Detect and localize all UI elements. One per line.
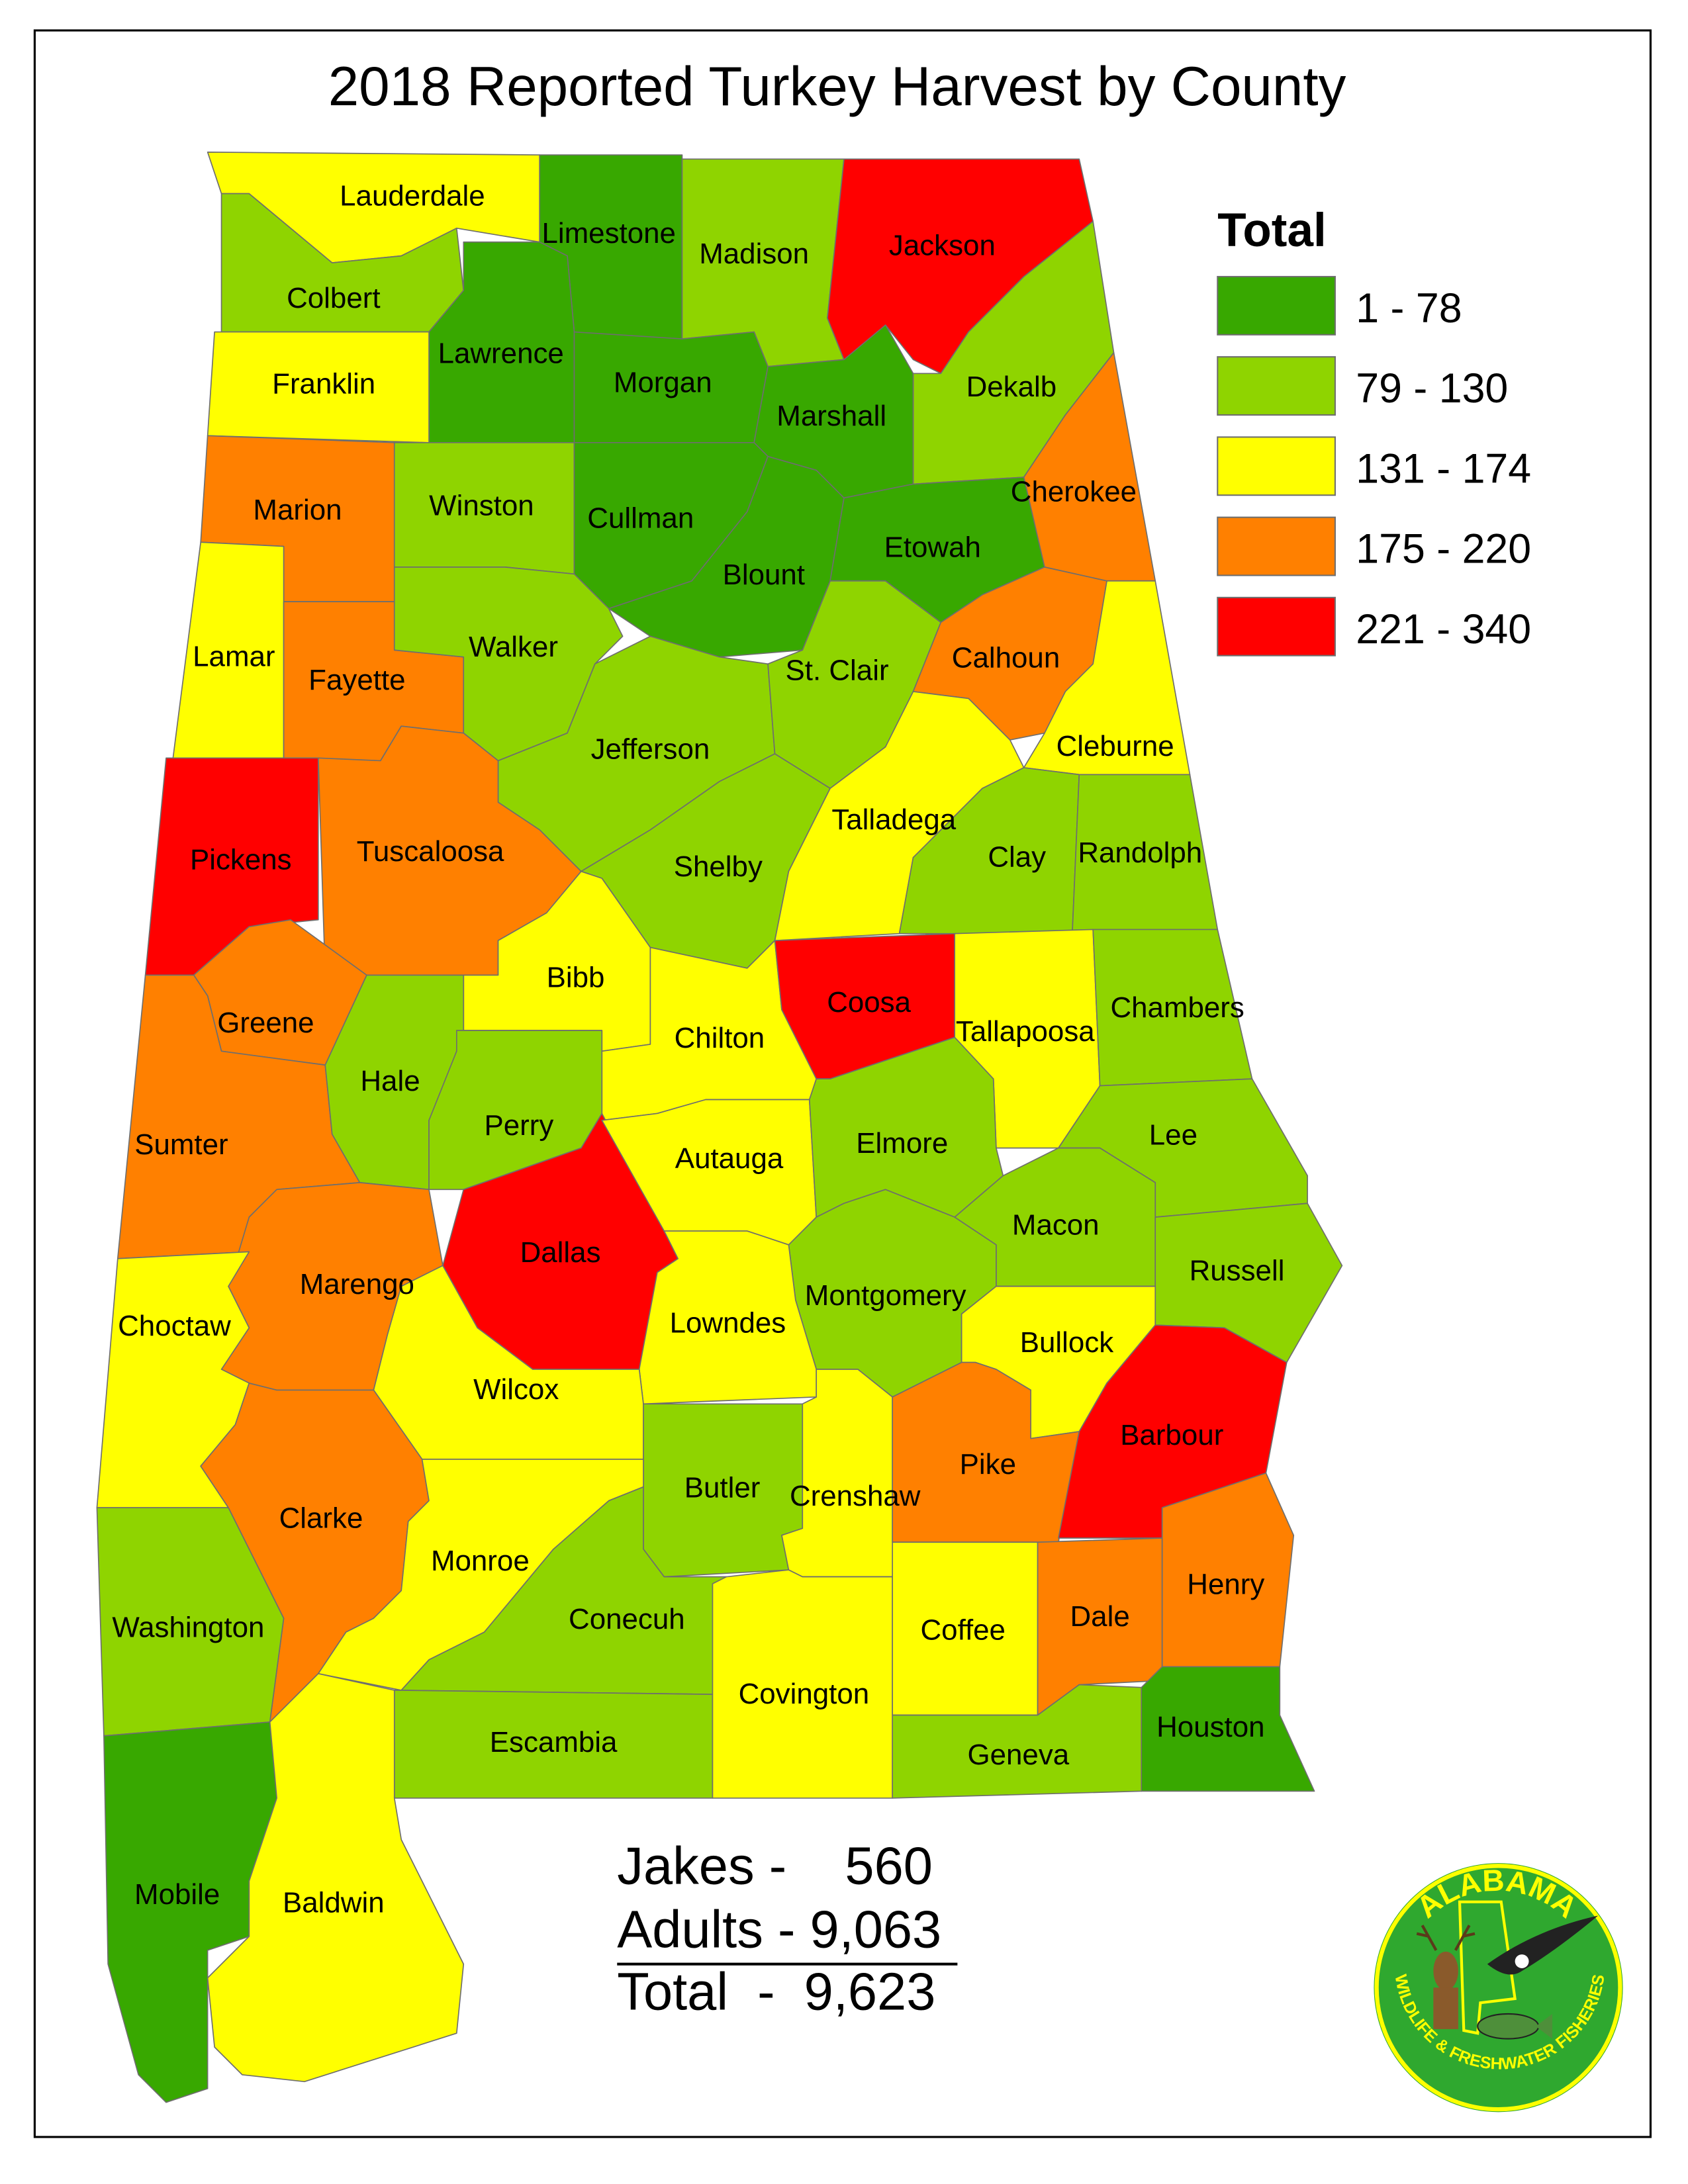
county-label-greene: Greene	[217, 1007, 314, 1039]
county-label-houston: Houston	[1156, 1711, 1264, 1743]
map-title: 2018 Reported Turkey Harvest by County	[328, 55, 1346, 117]
county-label-geneva: Geneva	[967, 1739, 1069, 1771]
deer-icon	[1416, 1925, 1476, 2029]
legend-label: 79 - 130	[1356, 365, 1508, 412]
county-label-cullman: Cullman	[587, 502, 694, 534]
county-label-calhoun: Calhoun	[952, 641, 1060, 674]
legend-label: 221 - 340	[1356, 606, 1531, 653]
county-washington	[96, 1507, 285, 1737]
county-label-russell: Russell	[1190, 1254, 1285, 1287]
county-label-layer: Lauderdale Colbert Limestone Madison Jackson…	[112, 179, 1284, 1919]
county-label-dale: Dale	[1070, 1600, 1130, 1633]
legend-swatch	[1217, 516, 1336, 576]
county-label-winston: Winston	[429, 490, 534, 522]
county-label-montgomery: Montgomery	[805, 1279, 966, 1312]
county-label-hale: Hale	[360, 1065, 420, 1097]
county-label-franklin: Franklin	[272, 368, 375, 400]
legend-swatch	[1217, 356, 1336, 416]
county-label-butler: Butler	[684, 1471, 761, 1504]
county-label-tuscaloosa: Tuscaloosa	[357, 835, 504, 868]
county-label-bibb: Bibb	[547, 961, 605, 993]
county-label-lee: Lee	[1149, 1119, 1197, 1152]
county-label-covington: Covington	[739, 1678, 870, 1710]
county-label-walker: Walker	[469, 631, 558, 663]
county-label-coffee: Coffee	[920, 1614, 1005, 1647]
legend: Total 1 - 78 79 - 130 131 - 174 175 - 220 22…	[1217, 205, 1531, 657]
county-baldwin	[207, 1672, 465, 2083]
county-layer	[96, 152, 1343, 2103]
county-label-bullock: Bullock	[1020, 1326, 1113, 1359]
county-label-barbour: Barbour	[1120, 1419, 1223, 1451]
county-label-coosa: Coosa	[827, 986, 911, 1019]
harvest-totals: Jakes - 560 Adults - 9,063 Total - 9,623	[617, 1836, 958, 2021]
county-label-pike: Pike	[960, 1448, 1016, 1480]
county-dale	[1037, 1537, 1163, 1716]
county-label-chambers: Chambers	[1110, 991, 1244, 1024]
county-label-shelby: Shelby	[674, 850, 763, 883]
county-label-marengo: Marengo	[300, 1268, 414, 1300]
county-label-dekalb: Dekalb	[966, 371, 1057, 403]
county-label-limestone: Limestone	[541, 217, 675, 250]
county-label-sumter: Sumter	[134, 1128, 228, 1161]
legend-label: 1 - 78	[1356, 285, 1462, 332]
county-label-talladega: Talladega	[831, 803, 956, 836]
county-label-dallas: Dallas	[520, 1236, 601, 1269]
legend-swatch	[1217, 596, 1336, 657]
county-covington	[712, 1569, 893, 1799]
county-label-perry: Perry	[484, 1109, 553, 1142]
county-label-elmore: Elmore	[856, 1127, 948, 1160]
bass-icon	[1477, 2013, 1553, 2040]
grand-total: Total - 9,623	[617, 1962, 935, 2021]
county-label-autauga: Autauga	[675, 1142, 784, 1175]
county-label-wilcox: Wilcox	[473, 1373, 559, 1406]
county-label-choctaw: Choctaw	[118, 1310, 231, 1342]
county-label-baldwin: Baldwin	[283, 1886, 385, 1919]
county-label-mobile: Mobile	[134, 1878, 220, 1911]
county-label-etowah: Etowah	[884, 531, 981, 563]
alabama-outline-icon	[1458, 1900, 1517, 2035]
legend-label: 131 - 174	[1356, 445, 1531, 492]
county-label-clarke: Clarke	[279, 1502, 363, 1534]
county-label-marshall: Marshall	[776, 400, 886, 432]
county-label-fayette: Fayette	[308, 664, 405, 696]
county-label-st-clair: St. Clair	[786, 654, 889, 686]
county-label-lawrence: Lawrence	[438, 338, 564, 370]
county-label-macon: Macon	[1012, 1208, 1100, 1241]
legend-title: Total	[1217, 205, 1326, 257]
county-label-crenshaw: Crenshaw	[790, 1480, 921, 1512]
county-label-escambia: Escambia	[490, 1726, 618, 1758]
county-label-morgan: Morgan	[614, 367, 712, 399]
county-label-pickens: Pickens	[190, 844, 292, 876]
legend-label: 175 - 220	[1356, 526, 1531, 572]
county-label-chilton: Chilton	[675, 1022, 765, 1054]
county-label-blount: Blount	[723, 559, 805, 591]
county-label-madison: Madison	[699, 238, 809, 270]
eagle-icon	[1487, 1915, 1599, 1975]
county-label-marion: Marion	[253, 494, 342, 526]
county-label-monroe: Monroe	[431, 1545, 530, 1577]
legend-swatch	[1217, 275, 1336, 336]
county-label-jefferson: Jefferson	[591, 733, 710, 765]
county-houston	[1141, 1666, 1315, 1792]
county-label-cherokee: Cherokee	[1011, 476, 1137, 508]
county-label-washington: Washington	[112, 1612, 264, 1644]
county-label-lowndes: Lowndes	[670, 1307, 786, 1340]
county-henry	[1161, 1472, 1295, 1668]
legend-swatch	[1217, 436, 1336, 496]
jakes-total: Jakes - 560	[617, 1836, 933, 1895]
county-lowndes	[638, 1230, 818, 1405]
county-label-henry: Henry	[1187, 1569, 1264, 1601]
county-label-colbert: Colbert	[287, 282, 380, 314]
county-label-randolph: Randolph	[1078, 837, 1202, 869]
county-label-jackson: Jackson	[889, 230, 996, 262]
adults-total: Adults - 9,063	[617, 1900, 941, 1959]
county-label-tallapoosa: Tallapoosa	[956, 1015, 1095, 1048]
agency-logo: ALABAMA WILDLIFE & FRESHWATER FISHERIES	[1374, 1862, 1623, 2113]
county-label-cleburne: Cleburne	[1056, 730, 1174, 762]
county-label-clay: Clay	[988, 841, 1046, 873]
county-label-lauderdale: Lauderdale	[340, 179, 485, 212]
county-label-lamar: Lamar	[193, 640, 275, 672]
county-label-conecuh: Conecuh	[569, 1603, 685, 1635]
